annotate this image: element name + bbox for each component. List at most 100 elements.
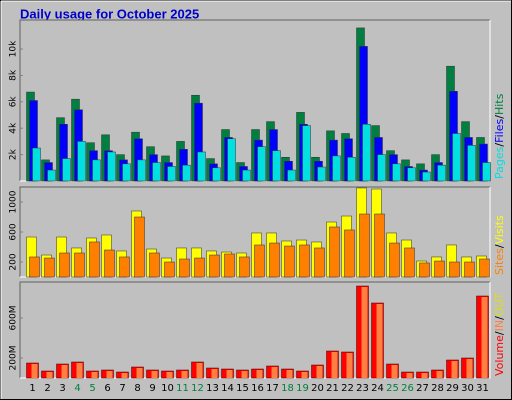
bar — [422, 171, 431, 182]
legend-item: Visits — [493, 215, 506, 244]
legend-separator: / — [493, 115, 506, 119]
panel-bevel — [19, 281, 490, 378]
bar-inner — [196, 363, 203, 378]
x-tick-label: 25 — [386, 383, 399, 394]
bar-inner — [121, 373, 128, 378]
x-tick-label: 21 — [326, 383, 339, 394]
bar — [347, 156, 356, 182]
legend-item: IN — [493, 320, 506, 331]
bar — [437, 164, 446, 182]
x-tick-label: 5 — [89, 383, 95, 394]
legend-item: Pages — [493, 146, 506, 179]
x-tick-label: 27 — [416, 383, 429, 394]
legend-separator: / — [493, 244, 506, 248]
bar — [197, 151, 206, 182]
x-tick-label: 2 — [44, 383, 50, 394]
bar-inner — [376, 304, 383, 378]
bar — [389, 242, 400, 278]
x-tick-label: 4 — [74, 383, 80, 394]
x-tick-label: 24 — [371, 383, 384, 394]
bar — [179, 258, 190, 278]
bar — [269, 242, 280, 278]
bar — [167, 166, 176, 182]
x-tick-label: 29 — [446, 383, 459, 394]
bar — [317, 166, 326, 182]
y-tick-label: 8k — [9, 69, 19, 81]
bar — [119, 256, 130, 278]
x-tick-label: 1 — [29, 383, 35, 394]
bar — [107, 151, 116, 182]
bar — [44, 257, 55, 278]
legend-item: Hits — [493, 93, 506, 115]
bar — [227, 138, 236, 182]
bar — [209, 254, 220, 278]
x-tick-label: 26 — [401, 383, 414, 394]
x-tick-label: 11 — [176, 383, 189, 394]
bar-inner — [466, 359, 473, 378]
x-tick-label: 15 — [236, 383, 249, 394]
legend: Sites/Visits — [493, 215, 506, 275]
bar — [374, 213, 385, 278]
bar-inner — [31, 364, 38, 378]
panel — [20, 282, 490, 378]
bar — [299, 244, 310, 278]
bar — [272, 150, 281, 182]
bar — [362, 124, 371, 182]
bar-inner — [286, 370, 293, 378]
bar — [239, 256, 250, 278]
bar — [242, 169, 251, 182]
bar — [224, 253, 235, 278]
bar — [254, 244, 265, 278]
bar — [479, 258, 490, 278]
bar-inner — [481, 297, 488, 378]
x-tick-label: 9 — [149, 383, 155, 394]
bar — [287, 169, 296, 182]
bar — [452, 133, 461, 182]
y-tick-label: 600M — [9, 306, 19, 331]
bar — [29, 256, 40, 278]
bar-inner — [226, 370, 233, 378]
bar — [329, 226, 340, 278]
bar-inner — [406, 373, 413, 378]
bar-inner — [301, 372, 308, 378]
bar — [104, 249, 115, 278]
x-tick-label: 18 — [281, 383, 294, 394]
chart-title: Daily usage for October 2025 — [20, 6, 199, 21]
legend-item: OUT — [493, 292, 506, 316]
bar — [164, 261, 175, 278]
bar — [92, 159, 101, 182]
legend-item: Sites — [493, 248, 506, 275]
bar — [122, 163, 131, 182]
bar — [77, 141, 86, 182]
x-tick-label: 13 — [206, 383, 219, 394]
bar-inner — [421, 373, 428, 378]
bar-inner — [346, 353, 353, 378]
legend-item: Volume — [493, 335, 506, 376]
bar-inner — [76, 363, 83, 378]
legend: Pages/Files/Hits — [493, 93, 506, 179]
bar-inner — [241, 371, 248, 378]
y-tick-label: 4k — [9, 122, 19, 134]
x-tick-label: 20 — [311, 383, 324, 394]
bar — [332, 155, 341, 182]
bar-inner — [316, 366, 323, 378]
panel-bevel — [19, 19, 490, 181]
bar-inner — [211, 369, 218, 378]
y-tick-label: 200 — [9, 253, 19, 270]
y-tick-label: 10k — [9, 40, 19, 57]
x-tick-label: 6 — [104, 383, 110, 394]
bar — [314, 247, 325, 278]
y-tick-label: 6k — [9, 96, 19, 108]
bar — [32, 147, 41, 182]
bar — [377, 154, 386, 182]
bar — [404, 247, 415, 278]
bar-inner — [166, 372, 173, 378]
panel-bevel — [19, 186, 490, 277]
bar-inner — [106, 371, 113, 378]
x-tick-label: 12 — [191, 383, 204, 394]
x-tick-label: 16 — [251, 383, 264, 394]
bar-inner — [391, 365, 398, 378]
bar — [284, 245, 295, 278]
y-tick-label: 600 — [9, 223, 19, 240]
